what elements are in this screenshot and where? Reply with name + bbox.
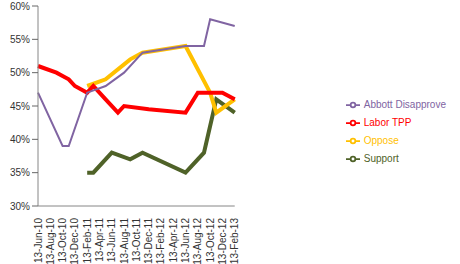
html-text:Oppose: Oppose <box>363 135 399 146</box>
svg-text:13-Aug-10: 13-Aug-10 <box>45 218 56 264</box>
html-text:Labor TPP: Labor TPP <box>363 117 412 128</box>
svg-text:55%: 55% <box>10 34 30 45</box>
svg-text:13-Jun-12: 13-Jun-12 <box>180 218 191 263</box>
svg-text:40%: 40% <box>10 134 30 145</box>
svg-text:13-Aug-12: 13-Aug-12 <box>192 218 203 264</box>
svg-text:60%: 60% <box>10 1 30 12</box>
svg-text:13-Dec-10: 13-Dec-10 <box>69 218 80 264</box>
svg-text:30%: 30% <box>10 201 30 212</box>
svg-text:13-Jun-11: 13-Jun-11 <box>106 218 117 263</box>
html-text:Abbott Disapprove: Abbott Disapprove <box>363 99 446 110</box>
svg-text:13-Dec-11: 13-Dec-11 <box>143 218 154 264</box>
svg-text:50%: 50% <box>10 67 30 78</box>
svg-text:13-Aug-11: 13-Aug-11 <box>119 218 130 264</box>
svg-text:13-Oct-11: 13-Oct-11 <box>131 218 142 262</box>
svg-text:35%: 35% <box>10 167 30 178</box>
svg-text:13-Apr-11: 13-Apr-11 <box>94 218 105 262</box>
svg-text:13-Oct-12: 13-Oct-12 <box>205 218 216 263</box>
svg-text:13-Feb-13: 13-Feb-13 <box>229 218 240 264</box>
svg-text:13-Oct-10: 13-Oct-10 <box>57 218 68 263</box>
svg-text:13-Feb-11: 13-Feb-11 <box>82 218 93 264</box>
html-text:Support: Support <box>363 153 399 164</box>
svg-text:45%: 45% <box>10 101 30 112</box>
svg-text:13-Jun-10: 13-Jun-10 <box>33 218 44 263</box>
svg-text:13-Apr-12: 13-Apr-12 <box>168 218 179 263</box>
svg-text:13-Feb-12: 13-Feb-12 <box>155 218 166 264</box>
svg-text:13-Dec-12: 13-Dec-12 <box>217 218 228 264</box>
